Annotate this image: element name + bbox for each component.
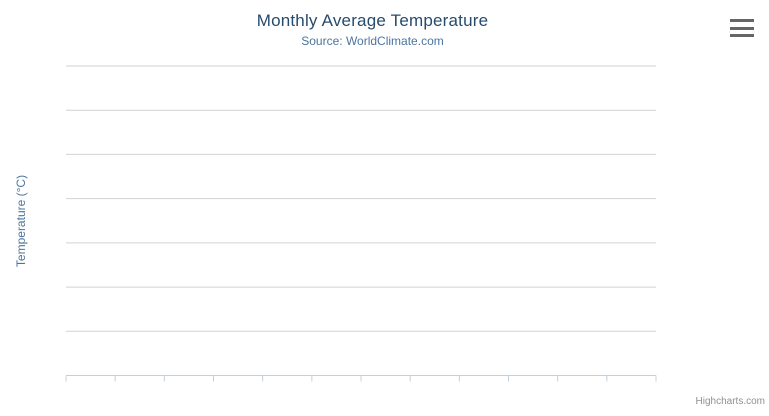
credits-link[interactable]: Highcharts.com [695, 396, 765, 407]
context-menu-button[interactable] [730, 19, 756, 37]
y-axis-title: Temperature (°C) [14, 174, 28, 268]
hamburger-icon [730, 34, 754, 37]
chart-subtitle: Source: WorldClimate.com [301, 34, 444, 48]
hamburger-icon [730, 26, 754, 30]
hamburger-icon [730, 19, 754, 22]
chart-title: Monthly Average Temperature [256, 11, 489, 30]
